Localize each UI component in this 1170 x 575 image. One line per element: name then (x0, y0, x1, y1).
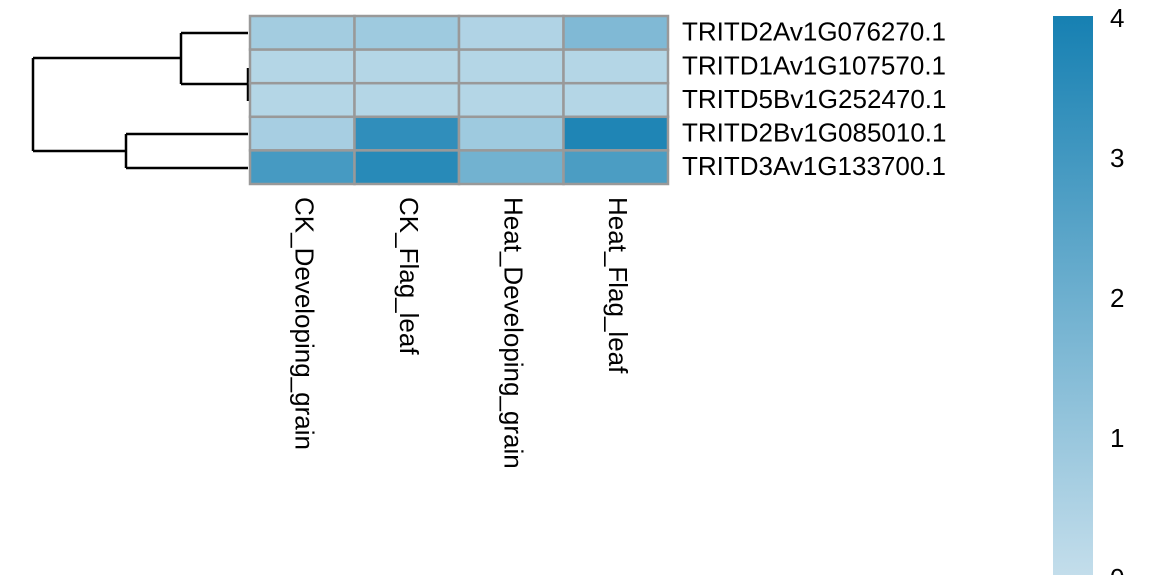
colorbar-tick-label: 2 (1110, 283, 1124, 313)
heatmap-cell (248, 81, 356, 119)
heatmap-cell (457, 115, 565, 152)
heatmap-cell (457, 48, 565, 85)
heatmap-cell (562, 115, 670, 152)
colorbar-tick-label: 4 (1110, 3, 1124, 33)
colorbar-tick-label: 0 (1110, 563, 1124, 575)
heatmap-cell (248, 115, 356, 152)
column-label: CK_Flag_leaf (394, 197, 424, 355)
row-label: TRITD5Bv1G252470.1 (682, 84, 946, 114)
heatmap-cell (457, 149, 565, 186)
heatmap-cell (248, 149, 356, 186)
heatmap-cell (562, 14, 670, 51)
heatmap-cell (457, 81, 565, 119)
heatmap-cell (562, 48, 670, 85)
dendrogram (31, 31, 250, 170)
heatmap-cell (353, 14, 461, 51)
heatmap-cell (353, 115, 461, 152)
heatmap-cell (353, 81, 461, 119)
row-label: TRITD2Av1G076270.1 (682, 17, 946, 47)
column-label: Heat_Developing_grain (498, 197, 528, 469)
colorbar (1053, 16, 1093, 575)
row-label: TRITD2Bv1G085010.1 (682, 117, 946, 147)
column-label: Heat_Flag_leaf (603, 197, 633, 374)
heatmap-cell (457, 14, 565, 51)
row-label: TRITD1Av1G107570.1 (682, 50, 946, 80)
column-label: CK_Developing_grain (289, 197, 319, 450)
heatmap-cell (353, 149, 461, 186)
heatmap-cell (248, 14, 356, 51)
row-label: TRITD3Av1G133700.1 (682, 151, 946, 181)
colorbar-tick-label: 1 (1110, 423, 1124, 453)
colorbar-tick-label: 3 (1110, 143, 1124, 173)
heatmap-cell (562, 149, 670, 186)
heatmap-cell (353, 48, 461, 85)
heatmap-cell (248, 48, 356, 85)
heatmap-cell (562, 81, 670, 119)
